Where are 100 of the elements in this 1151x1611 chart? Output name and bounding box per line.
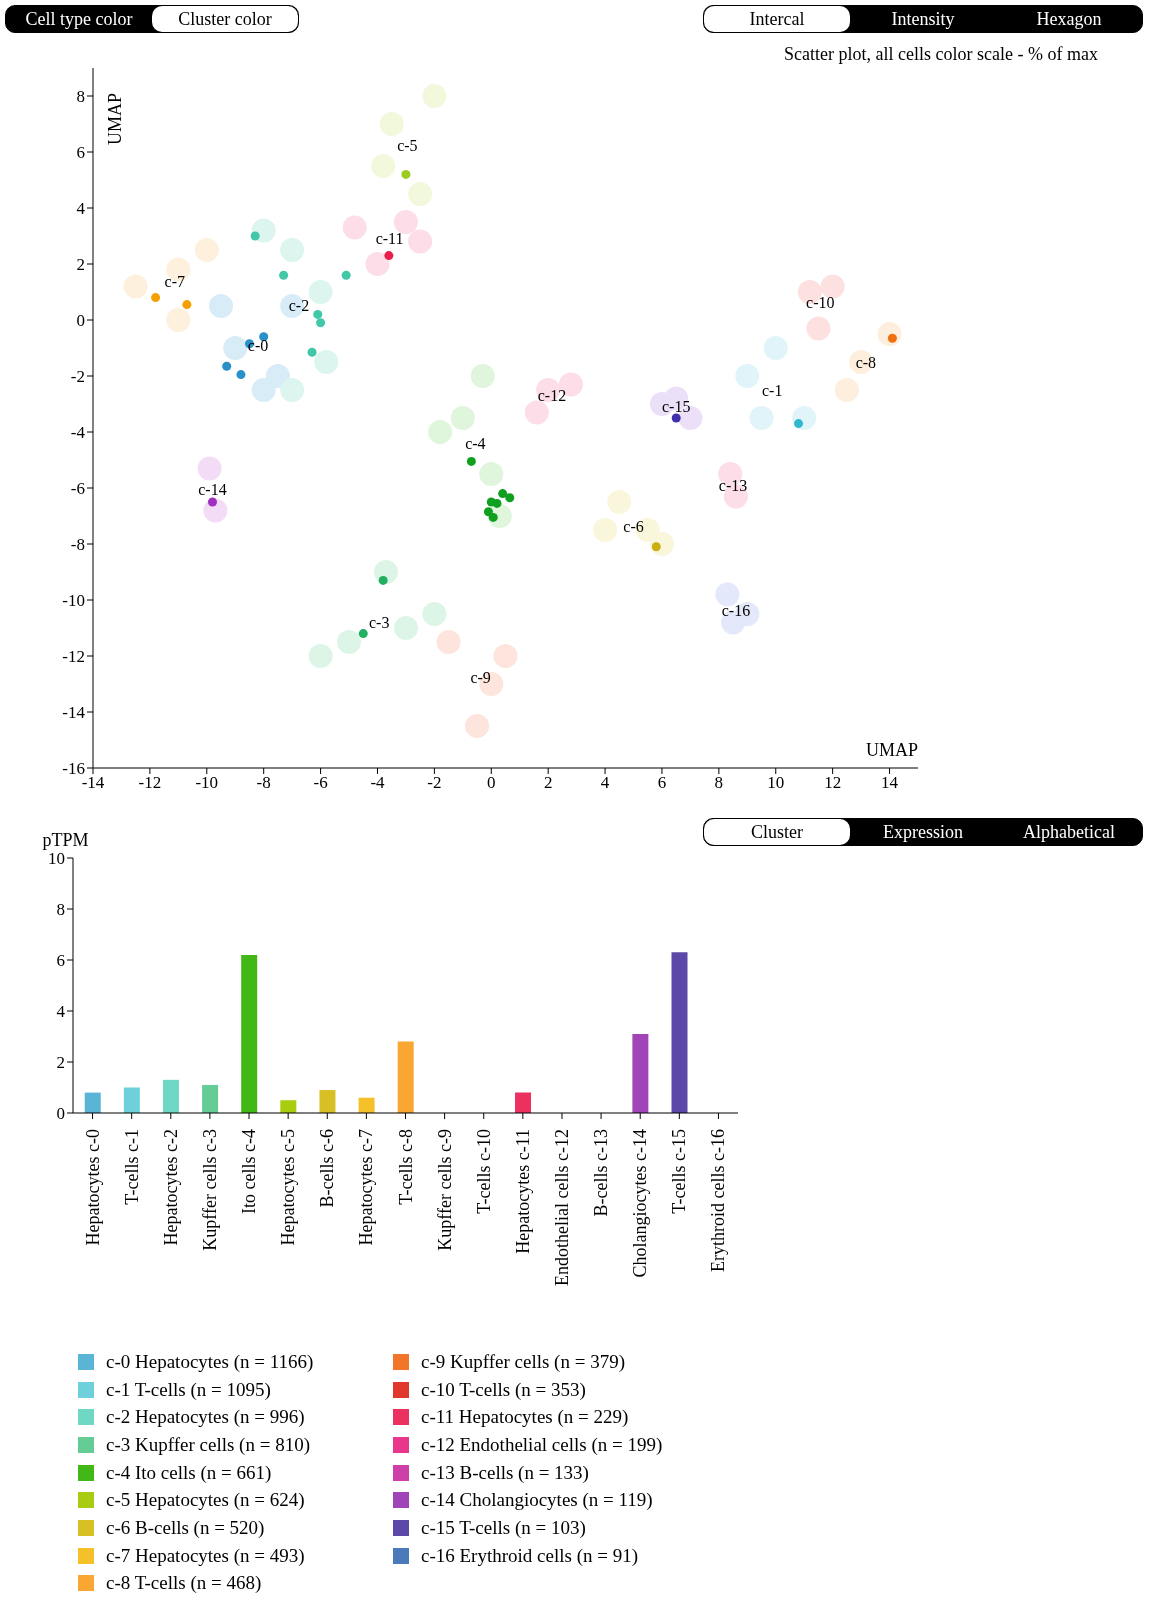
y-tick-label: -4 (70, 423, 86, 443)
legend-label: c-10 T-cells (n = 353) (421, 1378, 586, 1401)
y-tick-label: 8 (56, 900, 65, 920)
series-label: c-3 (368, 614, 390, 632)
point (280, 238, 305, 262)
y-tick-label: -14 (62, 703, 86, 723)
series-label: c-13 (718, 476, 748, 494)
y-tick-label: 4 (76, 199, 86, 219)
x-tick-label: -2 (427, 773, 442, 793)
y-tick-label: 4 (56, 1002, 66, 1022)
legend-label: c-14 Cholangiocytes (n = 119) (421, 1489, 653, 1512)
x-tick-label: 4 (600, 773, 610, 793)
series-label: c-5 (397, 136, 418, 154)
series-label: c-8 (855, 353, 877, 371)
x-tick-label: B-cells c-13 (591, 1129, 612, 1217)
series-label: c-4 (465, 434, 486, 452)
series-label: c-9 (470, 668, 491, 686)
point (384, 251, 394, 261)
point (197, 456, 222, 481)
y-tick-label: 0 (56, 1104, 65, 1124)
x-tick-label: T-cells c-8 (395, 1129, 416, 1205)
point (470, 364, 495, 388)
y-axis-title: UMAP (104, 93, 125, 146)
point (166, 308, 191, 332)
y-axis-title: pTPM (42, 830, 89, 850)
point (393, 616, 418, 640)
x-tick-label: Kupffer cells c-9 (434, 1129, 455, 1251)
x-tick-label: Erythroid cells c-16 (708, 1129, 729, 1272)
point (465, 714, 490, 738)
point (307, 347, 317, 357)
legend-label: c-8 T-cells (n = 468) (106, 1572, 262, 1595)
point (207, 497, 217, 507)
point (483, 507, 493, 517)
point (479, 462, 504, 486)
point (222, 361, 232, 371)
x-tick-label: -6 (313, 773, 328, 793)
x-tick-label: Kupffer cells c-3 (199, 1129, 220, 1251)
y-tick-label: -6 (70, 479, 85, 499)
y-tick-label: -10 (62, 591, 85, 611)
y-tick-label: -8 (70, 535, 85, 555)
y-tick-label: 6 (56, 951, 65, 971)
y-tick-label: 10 (48, 849, 65, 869)
point (308, 280, 333, 304)
y-tick-label: -16 (62, 759, 85, 779)
x-tick-label: Hepatocytes c-0 (82, 1129, 103, 1246)
point (492, 498, 502, 508)
point (182, 300, 192, 310)
point (493, 644, 518, 668)
series-label: c-2 (288, 296, 310, 314)
legend-label: c-15 T-cells (n = 103) (421, 1516, 586, 1539)
y-tick-label: 8 (76, 87, 85, 107)
x-tick-label: -4 (370, 773, 386, 793)
series-label: c-11 (375, 230, 404, 248)
point (671, 413, 681, 423)
legend-label: c-1 T-cells (n = 1095) (106, 1378, 271, 1401)
point (393, 210, 418, 234)
point (593, 518, 618, 542)
y-tick-label: 0 (76, 311, 85, 331)
point (806, 316, 831, 341)
legend-label: c-12 Endothelial cells (n = 199) (421, 1433, 663, 1456)
toggle-switch: Cluster Expression Alphabetical (703, 818, 1143, 846)
legend-label: c-4 Ito cells (n = 661) (106, 1461, 272, 1484)
x-tick-label: Endothelial cells c-12 (551, 1129, 572, 1286)
point (314, 350, 339, 374)
point (194, 238, 219, 262)
series-label: c-7 (164, 273, 186, 291)
point (358, 629, 368, 639)
series-label: c-12 (537, 387, 567, 405)
series-label: c-1 (761, 381, 783, 399)
x-tick-label: Hepatocytes c-2 (160, 1129, 181, 1246)
point (223, 336, 248, 360)
y-tick-label: 2 (56, 1053, 65, 1073)
legend-label: c-0 Hepatocytes (n = 1166) (106, 1350, 314, 1373)
x-tick-label: Hepatocytes c-7 (356, 1129, 377, 1246)
point (524, 400, 549, 425)
x-tick-label: 6 (657, 773, 667, 793)
series-label: c-10 (806, 293, 835, 311)
series-label: c-0 (247, 336, 269, 354)
y-tick-label: -12 (62, 647, 85, 667)
x-tick-label: T-cells c-15 (669, 1129, 690, 1214)
point (151, 293, 161, 303)
point (428, 420, 453, 444)
x-tick-label: 0 (487, 773, 496, 793)
legend-label: c-13 B-cells (n = 133) (421, 1461, 589, 1484)
x-tick-label: T-cells c-10 (473, 1129, 494, 1214)
y-tick-label: 2 (76, 255, 85, 275)
x-axis-title: UMAP (865, 739, 918, 760)
chart-subtitle: Scatter plot, all cells color scale - % of max (784, 44, 1098, 65)
point (308, 644, 333, 668)
point (251, 378, 276, 402)
point (749, 406, 774, 430)
series-label: c-15 (661, 398, 691, 416)
point (422, 84, 447, 108)
point (408, 182, 433, 206)
toggle-switch: Cell type color Cluster color (5, 5, 299, 33)
point (265, 364, 290, 388)
series-label: c-14 (198, 481, 227, 499)
point (341, 270, 351, 280)
point (450, 406, 475, 430)
legend-label: c-3 Kupffer cells (n = 810) (106, 1433, 310, 1456)
